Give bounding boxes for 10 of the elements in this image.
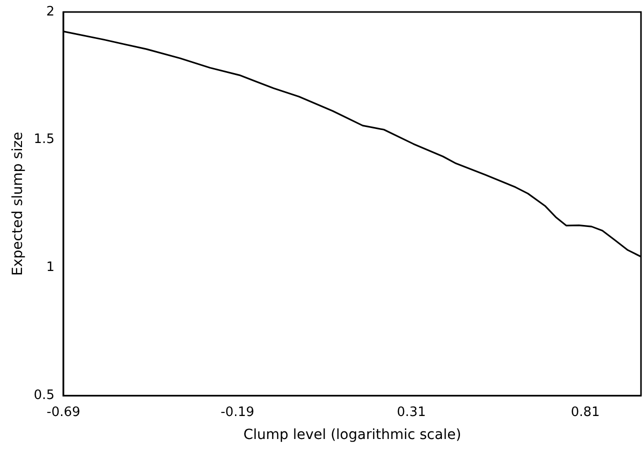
y-tick-label: 1.5	[34, 132, 54, 148]
x-axis-title: Clump level (logarithmic scale)	[243, 427, 462, 444]
x-tick-label: -0.19	[220, 404, 254, 420]
y-tick-label: 0.5	[34, 388, 54, 403]
y-axis-title: Expected slump size	[10, 132, 26, 276]
y-tick-label: 2	[46, 4, 54, 20]
x-tick-label: 0.31	[396, 404, 426, 420]
y-tick-label: 1	[46, 260, 54, 276]
x-tick-label: -0.69	[46, 404, 80, 420]
x-tick-label: 0.81	[570, 404, 600, 420]
